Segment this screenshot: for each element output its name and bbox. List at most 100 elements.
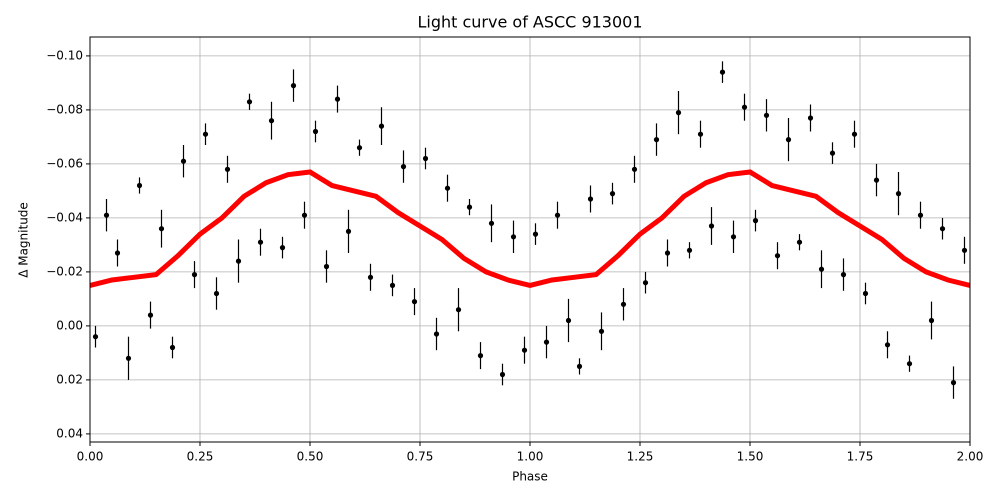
data-point (125, 355, 132, 361)
data-point (180, 158, 187, 164)
data-point (136, 182, 143, 189)
data-point (774, 253, 781, 259)
y-tick-label: −0.02 (46, 264, 83, 278)
data-point (818, 266, 825, 272)
data-point (642, 280, 649, 286)
x-tick-label: 2.00 (957, 450, 984, 464)
data-point (114, 250, 121, 256)
data-point (686, 247, 693, 253)
data-point (158, 226, 165, 232)
data-point (785, 137, 792, 143)
y-tick-label: −0.04 (46, 210, 83, 224)
data-point (719, 69, 726, 75)
data-point (763, 112, 770, 118)
data-point (807, 115, 814, 121)
data-point (367, 274, 374, 280)
data-point (906, 361, 913, 367)
data-point (103, 212, 110, 218)
data-point (917, 212, 924, 218)
data-point (488, 220, 495, 226)
trend-line (90, 169, 970, 288)
x-tick-label: 0.00 (77, 450, 104, 464)
x-tick-label: 1.25 (627, 450, 654, 464)
data-point (345, 228, 352, 234)
data-point (323, 263, 330, 270)
data-point (697, 131, 704, 137)
data-point (235, 258, 242, 264)
data-point (730, 234, 737, 240)
data-point (961, 247, 968, 253)
data-point (92, 334, 99, 340)
data-point (477, 353, 484, 359)
data-point (840, 272, 847, 278)
y-tick-label: 0.00 (56, 318, 83, 332)
data-point (884, 342, 891, 348)
data-point (257, 239, 264, 245)
data-point (455, 307, 462, 313)
data-point (576, 363, 583, 369)
data-point (620, 301, 627, 307)
data-point (169, 344, 176, 351)
data-point (213, 290, 220, 297)
data-point (521, 347, 528, 353)
data-point (444, 185, 451, 191)
data-point (609, 191, 616, 197)
data-point (246, 99, 253, 105)
chart-title: Light curve of ASCC 913001 (417, 13, 642, 32)
data-point (928, 317, 935, 324)
data-point (554, 212, 561, 218)
y-axis-label: Δ Magnitude (17, 202, 31, 278)
data-point (334, 96, 341, 102)
data-point (631, 166, 638, 172)
data-point (389, 282, 396, 288)
data-point (422, 155, 429, 162)
data-point (290, 83, 297, 89)
data-point (400, 164, 407, 170)
data-point (598, 328, 605, 334)
data-point (939, 226, 946, 232)
data-point (708, 223, 715, 229)
x-tick-label: 1.75 (847, 450, 874, 464)
data-point (510, 234, 517, 240)
data-point (741, 104, 748, 110)
data-point (873, 177, 880, 183)
data-point (268, 118, 275, 124)
data-point (356, 145, 363, 151)
x-tick-label: 1.50 (737, 450, 764, 464)
y-tick-label: 0.02 (56, 372, 83, 386)
data-point (543, 339, 550, 345)
data-point (829, 150, 836, 156)
data-point (653, 137, 660, 143)
data-point (950, 380, 957, 386)
data-point (796, 239, 803, 245)
data-point (862, 290, 869, 297)
y-tick-label: −0.10 (46, 48, 83, 62)
data-point (191, 272, 198, 278)
data-point (565, 317, 572, 324)
data-point (752, 218, 759, 224)
data-point (675, 110, 682, 116)
x-tick-label: 0.50 (297, 450, 324, 464)
x-tick-label: 0.25 (187, 450, 214, 464)
data-point (851, 131, 858, 137)
data-point (587, 196, 594, 202)
data-point (499, 371, 506, 378)
data-point (532, 231, 539, 237)
y-tick-label: −0.08 (46, 102, 83, 116)
data-point (895, 191, 902, 197)
data-point (202, 131, 209, 137)
data-point (279, 245, 286, 251)
data-point (466, 204, 473, 210)
data-point (433, 331, 440, 337)
data-point (312, 128, 319, 135)
data-point (147, 312, 154, 318)
y-tick-label: 0.04 (56, 426, 83, 440)
x-axis-label: Phase (512, 470, 548, 484)
x-tick-label: 1.00 (517, 450, 544, 464)
plot-frame (89, 36, 971, 443)
data-point (378, 123, 385, 129)
x-tick-label: 0.75 (407, 450, 434, 464)
data-point (224, 166, 231, 172)
y-tick-label: −0.06 (46, 156, 83, 170)
data-point (664, 250, 671, 256)
